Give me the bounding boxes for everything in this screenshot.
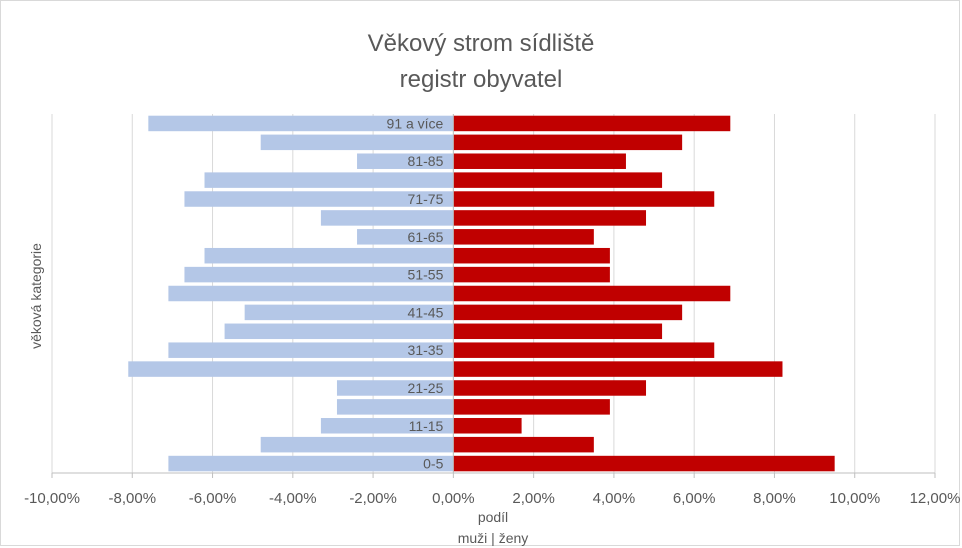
bar-men-91 a více <box>148 115 454 132</box>
bar-men-71-75 <box>184 191 454 207</box>
bar-men-6-10 <box>260 436 454 453</box>
bar-women-86-90 <box>453 134 683 151</box>
category-label: 21-25 <box>408 380 444 396</box>
x-tick-label: 8,00% <box>753 490 796 507</box>
bar-women-31-35 <box>453 342 715 358</box>
y-axis-title: věková kategorie <box>28 243 44 349</box>
x-axis-title-line-2: muži | ženy <box>458 530 529 546</box>
x-tick-label: -10,00% <box>24 490 80 507</box>
x-tick-label: 10,00% <box>829 490 880 507</box>
x-tick-label: 0,00% <box>432 490 475 507</box>
x-axis-title-line-1: podíl <box>478 509 508 525</box>
bar-men-86-90 <box>260 134 454 151</box>
x-tick-label: 2,00% <box>512 490 555 507</box>
category-label: 61-65 <box>408 229 444 245</box>
bar-women-71-75 <box>453 191 715 207</box>
bar-men-46-50 <box>168 285 454 302</box>
bar-men-36-40 <box>224 323 454 340</box>
category-labels: 0-5 11-15 21-25 31-35 41-45 51-55 61-65 71-75 81… <box>387 114 454 473</box>
bar-women-11-15 <box>453 418 522 434</box>
bar-women-46-50 <box>453 285 731 302</box>
bar-men-56-60 <box>204 247 454 264</box>
bar-men-76-80 <box>204 172 454 188</box>
bars <box>128 115 835 472</box>
bar-men-21-25 <box>336 380 454 396</box>
x-axis: -10,00% -8,00% -6,00% -4,00% -2,00% 0,00% 2,00… <box>24 472 961 507</box>
x-tick-label: -6,00% <box>189 490 237 507</box>
x-tick-label: -8,00% <box>109 490 157 507</box>
bar-women-81-85 <box>453 153 626 169</box>
bar-men-51-55 <box>184 266 454 283</box>
bar-women-61-65 <box>453 229 594 245</box>
bar-women-76-80 <box>453 172 663 188</box>
bar-women-21-25 <box>453 380 647 396</box>
category-label: 31-35 <box>408 342 444 358</box>
x-tick-label: -4,00% <box>269 490 317 507</box>
bar-women-41-45 <box>453 304 683 321</box>
bar-women-51-55 <box>453 266 610 283</box>
bar-women-0-5 <box>453 455 835 472</box>
x-tick-label: 6,00% <box>673 490 716 507</box>
x-tick-label: -2,00% <box>349 490 397 507</box>
category-label: 81-85 <box>408 153 444 169</box>
category-label: 51-55 <box>408 267 444 283</box>
bar-men-16-20 <box>336 399 454 415</box>
bar-men-61-65 <box>357 229 454 245</box>
bar-men-31-35 <box>168 342 454 358</box>
bar-men-41-45 <box>244 304 454 321</box>
bar-women-66-70 <box>453 210 647 226</box>
bar-men-81-85 <box>357 153 454 169</box>
category-label: 71-75 <box>408 191 444 207</box>
chart-title: Věkový strom sídliště registr obyvatel <box>0 26 962 98</box>
bar-men-11-15 <box>320 418 454 434</box>
x-tick-label: 4,00% <box>593 490 636 507</box>
x-tick-label: 12,00% <box>910 490 961 507</box>
bar-women-6-10 <box>453 436 594 453</box>
bar-women-16-20 <box>453 399 610 415</box>
category-label: 0-5 <box>423 456 443 472</box>
bar-men-26-30 <box>128 361 454 377</box>
bar-women-36-40 <box>453 323 663 340</box>
category-label: 11-15 <box>409 418 444 434</box>
bar-women-56-60 <box>453 247 610 264</box>
bar-men-66-70 <box>320 210 454 226</box>
bar-women-26-30 <box>453 361 783 377</box>
bar-men-0-5 <box>168 455 454 472</box>
chart-title-line-1: Věkový strom sídliště <box>367 30 595 57</box>
bar-women-91 a více <box>453 115 731 132</box>
chart-title-line-2: registr obyvatel <box>399 66 563 93</box>
category-label: 41-45 <box>408 304 444 320</box>
category-label: 91 a více <box>387 115 444 131</box>
